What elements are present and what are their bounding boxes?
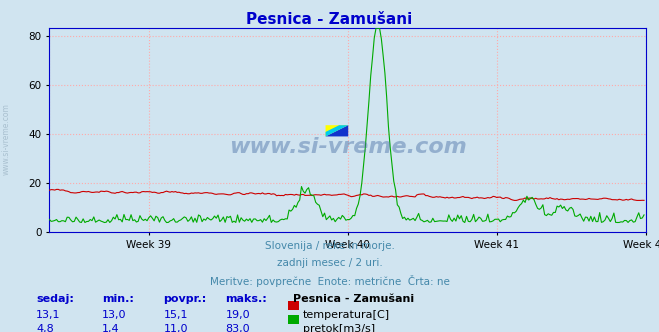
Text: www.si-vreme.com: www.si-vreme.com <box>2 104 11 175</box>
Text: temperatura[C]: temperatura[C] <box>303 310 390 320</box>
Text: 15,1: 15,1 <box>163 310 188 320</box>
Text: 11,0: 11,0 <box>163 324 188 332</box>
Text: povpr.:: povpr.: <box>163 294 207 304</box>
Text: Meritve: povprečne  Enote: metrične  Črta: ne: Meritve: povprečne Enote: metrične Črta:… <box>210 275 449 287</box>
Text: sedaj:: sedaj: <box>36 294 74 304</box>
Polygon shape <box>326 125 348 136</box>
Text: Pesnica - Zamušani: Pesnica - Zamušani <box>246 12 413 27</box>
Text: Pesnica - Zamušani: Pesnica - Zamušani <box>293 294 415 304</box>
Polygon shape <box>326 125 348 136</box>
Text: 83,0: 83,0 <box>225 324 250 332</box>
Text: 19,0: 19,0 <box>225 310 250 320</box>
Text: www.si-vreme.com: www.si-vreme.com <box>229 137 467 157</box>
Text: 1,4: 1,4 <box>102 324 120 332</box>
Text: Slovenija / reke in morje.: Slovenija / reke in morje. <box>264 241 395 251</box>
Text: min.:: min.: <box>102 294 134 304</box>
Text: zadnji mesec / 2 uri.: zadnji mesec / 2 uri. <box>277 258 382 268</box>
Text: maks.:: maks.: <box>225 294 267 304</box>
Text: 4,8: 4,8 <box>36 324 54 332</box>
Text: 13,0: 13,0 <box>102 310 127 320</box>
Text: pretok[m3/s]: pretok[m3/s] <box>303 324 375 332</box>
Polygon shape <box>326 125 348 136</box>
Text: 13,1: 13,1 <box>36 310 61 320</box>
